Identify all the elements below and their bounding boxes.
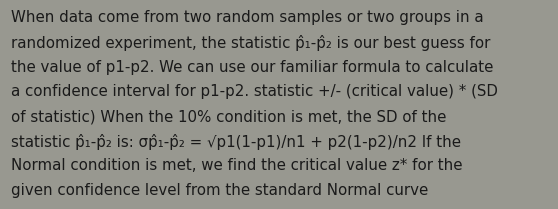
Text: Normal condition is met, we find the critical value z* for the: Normal condition is met, we find the cri…: [11, 158, 463, 173]
Text: randomized experiment, the statistic p̂₁-p̂₂ is our best guess for: randomized experiment, the statistic p̂₁…: [11, 35, 490, 51]
Text: a confidence interval for p1-p2. statistic +/- (critical value) * (SD: a confidence interval for p1-p2. statist…: [11, 84, 498, 99]
Text: statistic p̂₁-p̂₂ is: σp̂₁-p̂₂ = √p1(1-p1)/n1 + p2(1-p2)/n2 If the: statistic p̂₁-p̂₂ is: σp̂₁-p̂₂ = √p1(1-p…: [11, 134, 461, 150]
Text: given confidence level from the standard Normal curve: given confidence level from the standard…: [11, 183, 429, 198]
Text: of statistic) When the 10% condition is met, the SD of the: of statistic) When the 10% condition is …: [11, 109, 446, 124]
Text: the value of p1-p2. We can use our familiar formula to calculate: the value of p1-p2. We can use our famil…: [11, 60, 493, 75]
Text: When data come from two random samples or two groups in a: When data come from two random samples o…: [11, 10, 484, 25]
